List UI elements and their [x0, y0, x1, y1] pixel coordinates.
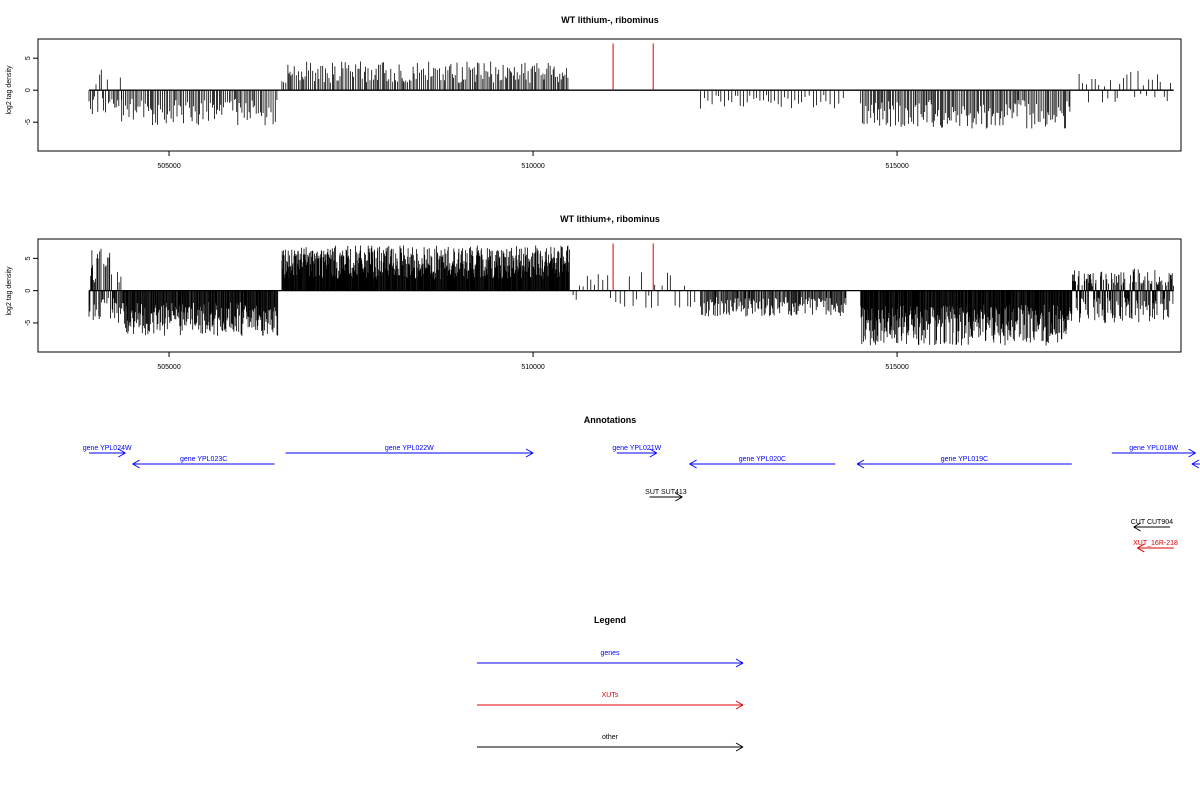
feature-arrow [616, 448, 658, 458]
highlight-lines [612, 243, 654, 291]
x-tick-label: 505000 [157, 163, 180, 170]
feature-label: gene YPL019C [941, 456, 988, 463]
y-tick-label: 5 [25, 256, 32, 260]
plot-frame [37, 38, 1182, 152]
legend-label: XUTs [602, 692, 619, 699]
legend-entries: genes XUTs other [477, 650, 744, 752]
y-tick-label: -5 [25, 119, 32, 125]
highlight-lines [612, 43, 654, 91]
panel-title: WT lithium-, ribominus [561, 15, 659, 25]
x-tick-label: 505000 [157, 364, 180, 371]
axes: -5 0 5 505000 510000 515000 [25, 56, 909, 170]
feature-arrow [1191, 459, 1200, 469]
panel-title: WT lithium+, ribominus [560, 214, 660, 224]
x-tick-label: 515000 [885, 163, 908, 170]
feature-label: gene YPL018W [1129, 445, 1178, 452]
legend-arrow [477, 658, 744, 668]
feature-arrow [689, 459, 836, 469]
y-axis-label: log2 tag density [6, 266, 13, 316]
feature-arrow [1111, 448, 1196, 458]
y-tick-label: 0 [25, 88, 32, 92]
x-tick-label: 515000 [885, 364, 908, 371]
legend-label: genes [600, 650, 620, 657]
feature-arrow [856, 459, 1072, 469]
axes: -5 0 5 505000 510000 515000 [25, 256, 909, 371]
feature-label: gene YPL024W [83, 445, 132, 452]
feature-arrows: gene YPL024W gene YPL023C gene YPL022W gene… [83, 445, 1200, 553]
legend-panel: Legend genes XUTs other [477, 615, 744, 752]
feature-arrow [285, 448, 534, 458]
density-bars [88, 245, 1174, 346]
feature-arrow [132, 459, 275, 469]
x-tick-label: 510000 [521, 163, 544, 170]
y-tick-label: -5 [25, 320, 32, 326]
feature-arrow [88, 448, 126, 458]
y-tick-label: 0 [25, 289, 32, 293]
density-panel-lithium-plus: WT lithium+, ribominus log2 tag density … [6, 214, 1182, 371]
y-tick-label: 5 [25, 56, 32, 60]
legend-title: Legend [594, 615, 626, 625]
density-bars [88, 61, 1174, 129]
feature-label: gene YPL023C [180, 456, 227, 463]
feature-label: gene YPL021W [612, 445, 661, 452]
legend-arrow [477, 742, 744, 752]
legend-arrow [477, 700, 744, 710]
feature-label: gene YPL020C [739, 456, 786, 463]
feature-label: SUT SUT413 [645, 489, 687, 496]
feature-arrow [1133, 522, 1171, 532]
legend-label: other [602, 734, 619, 741]
density-panel-lithium-minus: WT lithium-, ribominus log2 tag density … [6, 15, 1182, 170]
feature-arrow [1137, 543, 1174, 553]
plot-frame [37, 238, 1182, 353]
feature-label: gene YPL022W [385, 445, 434, 452]
feature-label: XUT_16R-218 [1133, 540, 1178, 547]
y-axis-label: log2 tag density [6, 65, 13, 115]
feature-arrow [649, 492, 683, 502]
annotations-title: Annotations [584, 415, 637, 425]
x-tick-label: 510000 [521, 364, 544, 371]
feature-label: CUT CUT904 [1131, 519, 1173, 526]
